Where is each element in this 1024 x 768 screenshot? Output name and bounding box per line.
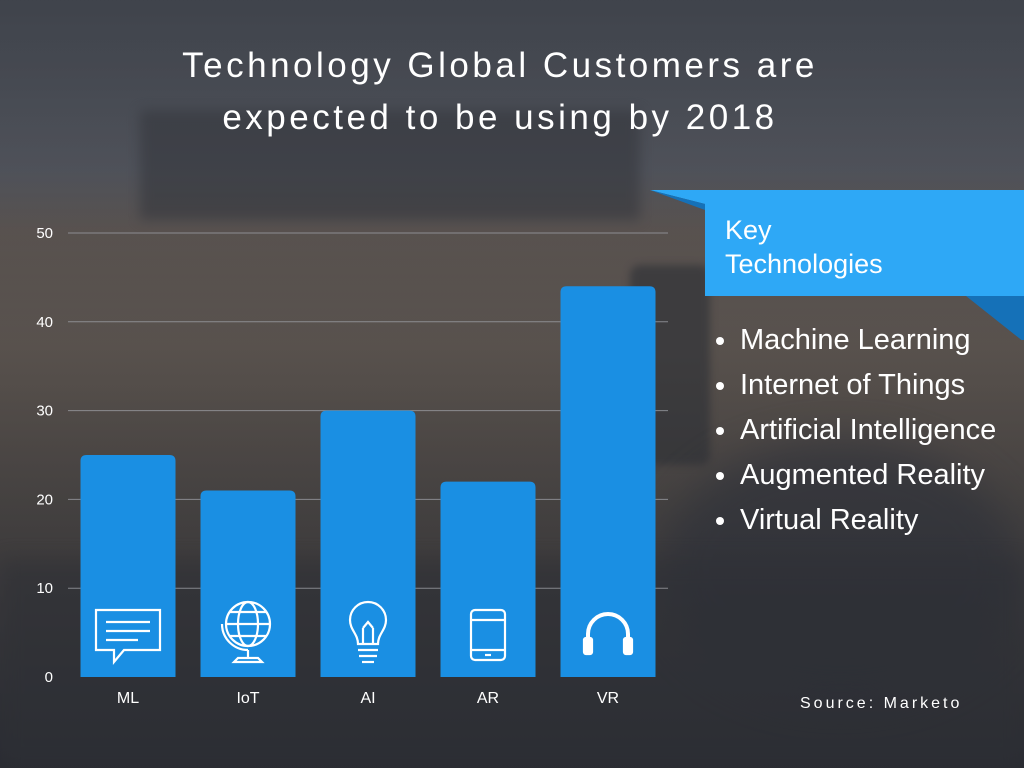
bar-icons xyxy=(94,600,634,666)
key-list-item: Augmented Reality xyxy=(712,453,1012,498)
y-tick-label: 30 xyxy=(36,403,53,420)
key-technologies-list: Machine Learning Internet of Things Arti… xyxy=(712,318,1012,543)
key-list-item: Virtual Reality xyxy=(712,498,1012,543)
x-category-label: IoT xyxy=(236,690,259,707)
x-axis-labels: ML IoT AI AR VR xyxy=(117,690,619,707)
key-title-line-1: Key xyxy=(725,215,772,245)
key-technologies-title: Key Technologies xyxy=(725,213,985,281)
banner-fold-left xyxy=(650,190,705,210)
bar-ar xyxy=(440,481,536,677)
x-category-label: VR xyxy=(597,690,619,707)
y-axis-ticks: 0 10 20 30 40 50 xyxy=(36,225,53,686)
key-technologies-banner xyxy=(650,190,1024,340)
bars xyxy=(80,286,656,677)
source-credit: Source: Marketo xyxy=(800,695,963,712)
y-tick-label: 20 xyxy=(36,491,53,508)
tablet-icon xyxy=(469,608,507,662)
bar-iot xyxy=(200,490,296,677)
chart-title: Technology Global Customers are expected… xyxy=(0,40,1000,144)
key-list-item: Internet of Things xyxy=(712,363,1012,408)
lightbulb-icon xyxy=(348,600,388,664)
chat-bubble-icon xyxy=(94,608,162,666)
x-category-label: AR xyxy=(477,690,499,707)
banner-body xyxy=(650,190,1024,296)
globe-icon xyxy=(220,600,272,664)
chart-title-line-1: Technology Global Customers are xyxy=(182,46,818,85)
banner-fold-right xyxy=(966,296,1024,340)
y-tick-label: 10 xyxy=(36,580,53,597)
key-list-item: Artificial Intelligence xyxy=(712,408,1012,453)
y-tick-label: 50 xyxy=(36,225,53,242)
bar-vr xyxy=(560,286,656,677)
x-category-label: AI xyxy=(360,690,375,707)
bar-chart: 0 10 20 30 40 50 ML IoT AI AR VR xyxy=(36,225,668,707)
y-tick-label: 0 xyxy=(45,669,53,686)
headphones-icon xyxy=(582,612,634,656)
y-tick-label: 40 xyxy=(36,314,53,331)
key-title-line-2: Technologies xyxy=(725,249,883,279)
x-category-label: ML xyxy=(117,690,139,707)
bar-ml xyxy=(80,455,176,677)
chart-title-line-2: expected to be using by 2018 xyxy=(222,98,778,137)
key-list-item: Machine Learning xyxy=(712,318,1012,363)
bar-ai xyxy=(320,410,416,677)
background-laptop-shape xyxy=(140,110,640,220)
